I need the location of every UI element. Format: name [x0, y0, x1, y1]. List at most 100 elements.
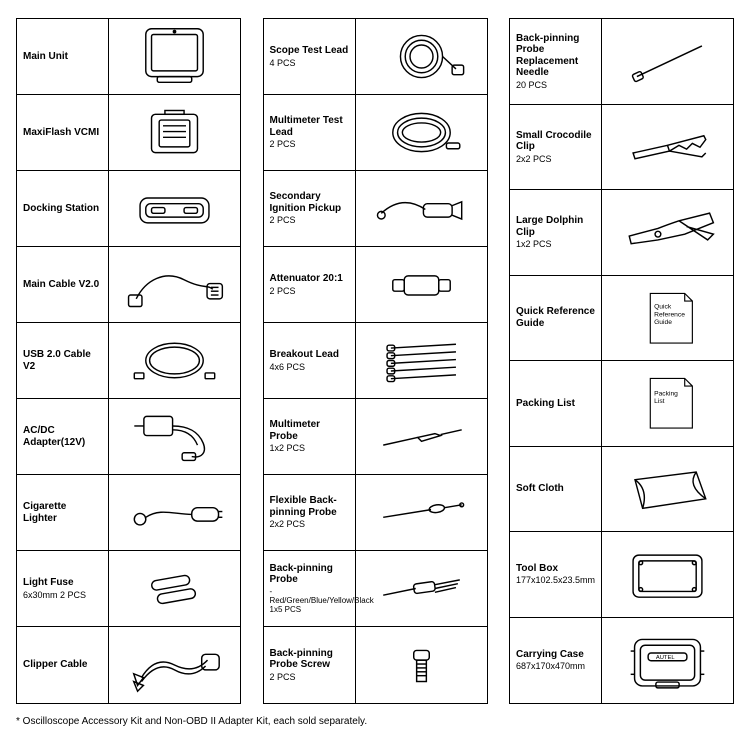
item-name: Packing List: [516, 398, 595, 410]
item-row: MaxiFlash VCMI: [17, 95, 240, 171]
item-sub: 20 PCS: [516, 80, 595, 90]
item-name: Scope Test Lead: [270, 45, 349, 57]
item-label: Back-pinning Probe Screw 2 PCS: [264, 627, 356, 703]
item-name: Quick Reference Guide: [516, 306, 595, 329]
item-label: Secondary Ignition Pickup 2 PCS: [264, 171, 356, 246]
item-name: Multimeter Test Lead: [270, 115, 349, 138]
item-label: AC/DC Adapter(12V): [17, 399, 109, 474]
item-sub: 2 PCS: [270, 215, 349, 225]
item-row: Main Cable V2.0: [17, 247, 240, 323]
item-label: Carrying Case 687x170x470mm: [510, 618, 602, 704]
item-name: Clipper Cable: [23, 659, 102, 671]
item-row: Tool Box 177x102.5x23.5mm: [510, 532, 733, 618]
item-sub: 2 PCS: [270, 286, 349, 296]
soft-cloth-icon: [602, 447, 733, 532]
item-name: Light Fuse: [23, 577, 102, 589]
item-row: Scope Test Lead 4 PCS: [264, 19, 487, 95]
item-row: Attenuator 20:1 2 PCS: [264, 247, 487, 323]
item-row: Small Crocodile Clip 2x2 PCS: [510, 105, 733, 191]
flexible-probe-icon: [356, 475, 487, 550]
item-row: Multimeter Probe 1x2 PCS: [264, 399, 487, 475]
item-name: Carrying Case: [516, 649, 595, 661]
item-label: Multimeter Test Lead 2 PCS: [264, 95, 356, 170]
item-row: Secondary Ignition Pickup 2 PCS: [264, 171, 487, 247]
item-name: Soft Cloth: [516, 483, 595, 495]
item-name: MaxiFlash VCMI: [23, 127, 102, 139]
item-label: Breakout Lead 4x6 PCS: [264, 323, 356, 398]
item-label: Soft Cloth: [510, 447, 602, 532]
breakout-lead-icon: [356, 323, 487, 398]
item-row: Quick Reference Guide Quick Reference Gu…: [510, 276, 733, 362]
item-name: Back-pinning Probe: [270, 563, 349, 586]
item-label: Light Fuse 6x30mm 2 PCS: [17, 551, 109, 626]
cigarette-lighter-icon: [109, 475, 240, 550]
item-row: Multimeter Test Lead 2 PCS: [264, 95, 487, 171]
item-sub: 4 PCS: [270, 58, 349, 68]
item-label: Back-pinning Probe Replacement Needle 20…: [510, 19, 602, 104]
item-name: Tool Box: [516, 563, 595, 575]
footnote-text: * Oscilloscope Accessory Kit and Non-OBD…: [16, 716, 734, 727]
item-row: Soft Cloth: [510, 447, 733, 533]
item-label: Scope Test Lead 4 PCS: [264, 19, 356, 94]
item-sub: 177x102.5x23.5mm: [516, 575, 595, 585]
item-row: Carrying Case 687x170x470mm AUTEL: [510, 618, 733, 704]
item-sub: 2 PCS: [270, 139, 349, 149]
carrying-case-icon: AUTEL: [602, 618, 733, 704]
back-pinning-probe-icon: [356, 551, 487, 626]
item-sub: - Red/Green/Blue/Yellow/Black 1x5 PCS: [270, 587, 349, 615]
item-label: Main Cable V2.0: [17, 247, 109, 322]
item-row: Packing List Packing List: [510, 361, 733, 447]
item-row: Back-pinning Probe - Red/Green/Blue/Yell…: [264, 551, 487, 627]
item-name: Back-pinning Probe Screw: [270, 648, 349, 671]
usb-cable-icon: [109, 323, 240, 398]
item-name: Main Cable V2.0: [23, 279, 102, 291]
item-name: USB 2.0 Cable V2: [23, 349, 102, 372]
svg-text:AUTEL: AUTEL: [656, 654, 675, 660]
dolphin-clip-icon: [602, 190, 733, 275]
item-name: Cigarette Lighter: [23, 501, 102, 524]
item-label: Docking Station: [17, 171, 109, 246]
item-row: Main Unit: [17, 19, 240, 95]
item-row: Back-pinning Probe Replacement Needle 20…: [510, 19, 733, 105]
item-label: Packing List: [510, 361, 602, 446]
svg-text:Guide: Guide: [654, 318, 672, 325]
item-sub: 2x2 PCS: [516, 154, 595, 164]
crocodile-clip-icon: [602, 105, 733, 190]
kit-contents-grid: Main Unit MaxiFlash VCMI: [16, 18, 734, 704]
item-name: AC/DC Adapter(12V): [23, 425, 102, 448]
tool-box-icon: [602, 532, 733, 617]
clipper-cable-icon: [109, 627, 240, 703]
item-label: Small Crocodile Clip 2x2 PCS: [510, 105, 602, 190]
item-row: Docking Station: [17, 171, 240, 247]
column-3: Back-pinning Probe Replacement Needle 20…: [509, 18, 734, 704]
vcmi-icon: [109, 95, 240, 170]
item-name: Small Crocodile Clip: [516, 130, 595, 153]
item-label: Tool Box 177x102.5x23.5mm: [510, 532, 602, 617]
packing-list-icon: Packing List: [602, 361, 733, 446]
main-cable-icon: [109, 247, 240, 322]
probe-screw-icon: [356, 627, 487, 703]
item-sub: 1x2 PCS: [270, 443, 349, 453]
ignition-pickup-icon: [356, 171, 487, 246]
item-sub: 1x2 PCS: [516, 239, 595, 249]
item-label: USB 2.0 Cable V2: [17, 323, 109, 398]
item-row: Light Fuse 6x30mm 2 PCS: [17, 551, 240, 627]
multimeter-probe-icon: [356, 399, 487, 474]
column-2: Scope Test Lead 4 PCS Multimeter Test Le…: [263, 18, 488, 704]
main-unit-icon: [109, 19, 240, 94]
svg-text:Quick: Quick: [654, 303, 672, 310]
multimeter-lead-icon: [356, 95, 487, 170]
docking-station-icon: [109, 171, 240, 246]
item-name: Flexible Back-pinning Probe: [270, 495, 349, 518]
guide-doc-icon: Quick Reference Guide: [602, 276, 733, 361]
adapter-icon: [109, 399, 240, 474]
item-row: Breakout Lead 4x6 PCS: [264, 323, 487, 399]
item-sub: 6x30mm 2 PCS: [23, 590, 102, 600]
item-name: Multimeter Probe: [270, 419, 349, 442]
item-name: Docking Station: [23, 203, 102, 215]
item-name: Back-pinning Probe Replacement Needle: [516, 33, 595, 79]
item-label: Back-pinning Probe - Red/Green/Blue/Yell…: [264, 551, 356, 626]
item-name: Attenuator 20:1: [270, 273, 349, 285]
column-1: Main Unit MaxiFlash VCMI: [16, 18, 241, 704]
item-sub: 687x170x470mm: [516, 661, 595, 671]
